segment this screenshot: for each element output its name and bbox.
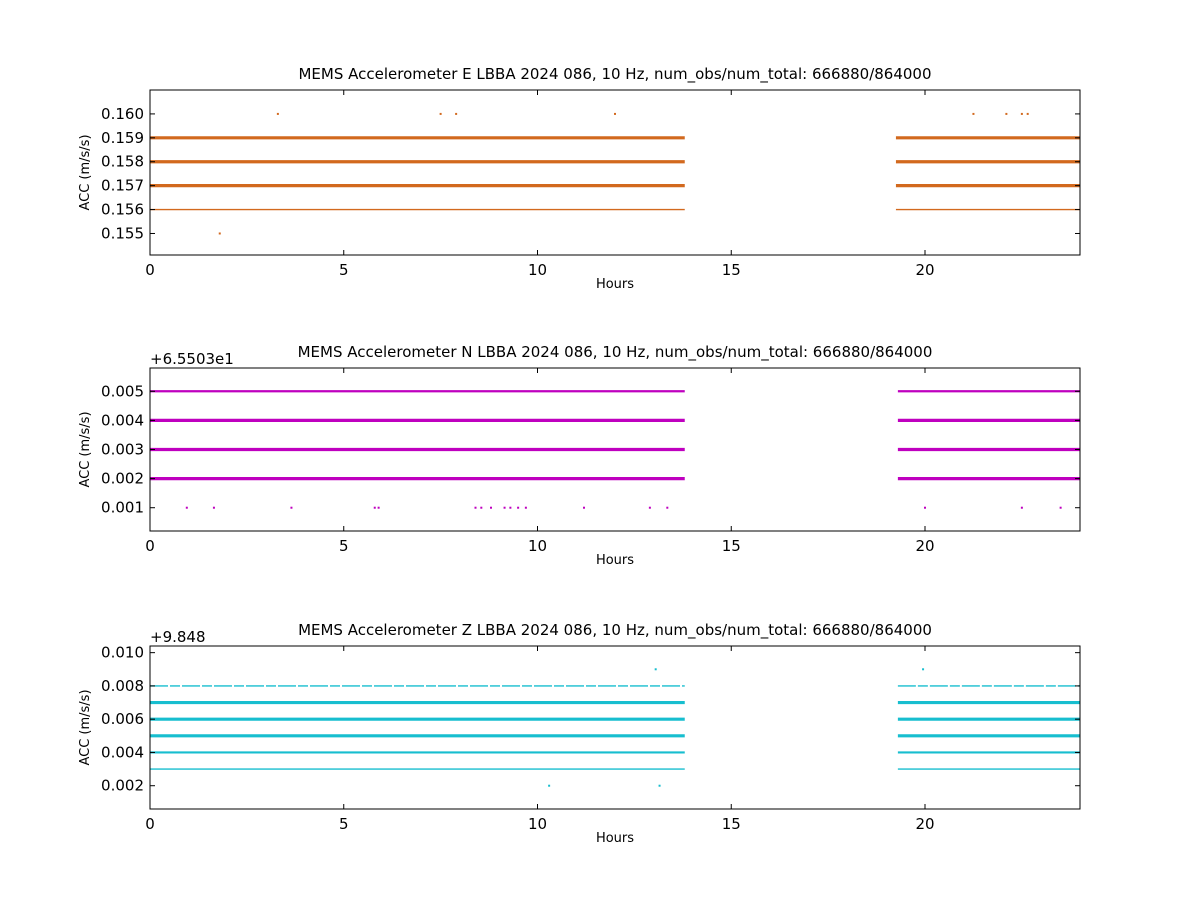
x-tick-label: 10 [528,815,547,833]
y-tick-label: 0.155 [101,224,144,242]
y-tick-label: 0.158 [101,153,144,171]
x-tick-label: 15 [722,815,741,833]
data-point [1026,112,1029,115]
data-point [480,506,483,509]
y-tick-label: 0.004 [101,743,144,761]
data-point [666,506,669,509]
data-point [490,506,492,509]
x-tick-label: 0 [145,815,155,833]
chart-title: MEMS Accelerometer Z LBBA 2024 086, 10 H… [298,621,932,640]
data-point [972,112,975,115]
y-tick-label: 0.002 [101,470,144,488]
x-tick-label: 5 [339,815,349,833]
data-point [517,506,520,509]
x-tick-label: 20 [915,261,934,279]
chart-title: MEMS Accelerometer E LBBA 2024 086, 10 H… [298,65,931,84]
data-point [439,112,442,115]
data-point [614,112,616,115]
y-axis-label: ACC (m/s/s) [78,689,93,765]
data-point [658,784,661,787]
data-point [1005,112,1008,115]
data-point [548,784,551,787]
data-point [377,506,380,509]
axes-frame [149,89,1081,256]
x-tick-label: 5 [339,261,349,279]
y-axis-label: ACC (m/s/s) [78,411,93,487]
chart-panel-2: MEMS Accelerometer N LBBA 2024 086, 10 H… [78,343,1081,568]
chart-title: MEMS Accelerometer N LBBA 2024 086, 10 H… [298,343,933,362]
y-tick-label: 0.001 [101,499,144,517]
data-point [654,668,657,671]
y-tick-label: 0.004 [101,411,144,429]
x-tick-label: 15 [722,537,741,555]
chart-panel-3: MEMS Accelerometer Z LBBA 2024 086, 10 H… [78,621,1081,846]
chart-panel-1: MEMS Accelerometer E LBBA 2024 086, 10 H… [78,65,1081,292]
data-point [924,506,926,509]
data-point [455,112,458,115]
y-tick-label: 0.010 [101,644,144,662]
axes-frame [149,645,1081,810]
y-axis-label: ACC (m/s/s) [78,134,93,210]
data-point [373,506,376,509]
y-tick-label: 0.002 [101,777,144,795]
x-tick-label: 5 [339,537,349,555]
data-point [1020,112,1023,115]
x-tick-label: 15 [722,261,741,279]
data-point [474,506,477,509]
data-point [218,232,221,235]
data-point [185,506,188,509]
data-point [922,668,925,671]
y-tick-label: 0.156 [101,201,144,219]
y-tick-label: 0.160 [101,105,144,123]
data-point [509,506,512,509]
data-point [1020,506,1023,509]
data-point [1059,506,1062,509]
x-axis-label: Hours [596,277,634,292]
y-tick-label: 0.003 [101,441,144,459]
x-tick-label: 10 [528,537,547,555]
x-tick-label: 10 [528,261,547,279]
data-point [290,506,293,509]
x-axis-label: Hours [596,831,634,846]
x-tick-label: 0 [145,537,155,555]
y-offset-label: +6.5503e1 [150,350,234,368]
data-point [524,506,527,509]
x-tick-label: 0 [145,261,155,279]
data-point [648,506,651,509]
y-tick-label: 0.157 [101,177,144,195]
x-tick-label: 20 [915,537,934,555]
data-point [276,112,279,115]
y-tick-label: 0.006 [101,710,144,728]
y-tick-label: 0.159 [101,129,144,147]
y-tick-label: 0.005 [101,382,144,400]
data-point [503,506,506,509]
x-tick-label: 20 [915,815,934,833]
data-point [583,506,585,509]
data-point [212,506,215,509]
y-tick-label: 0.008 [101,677,144,695]
x-axis-label: Hours [596,553,634,568]
y-offset-label: +9.848 [150,628,206,646]
